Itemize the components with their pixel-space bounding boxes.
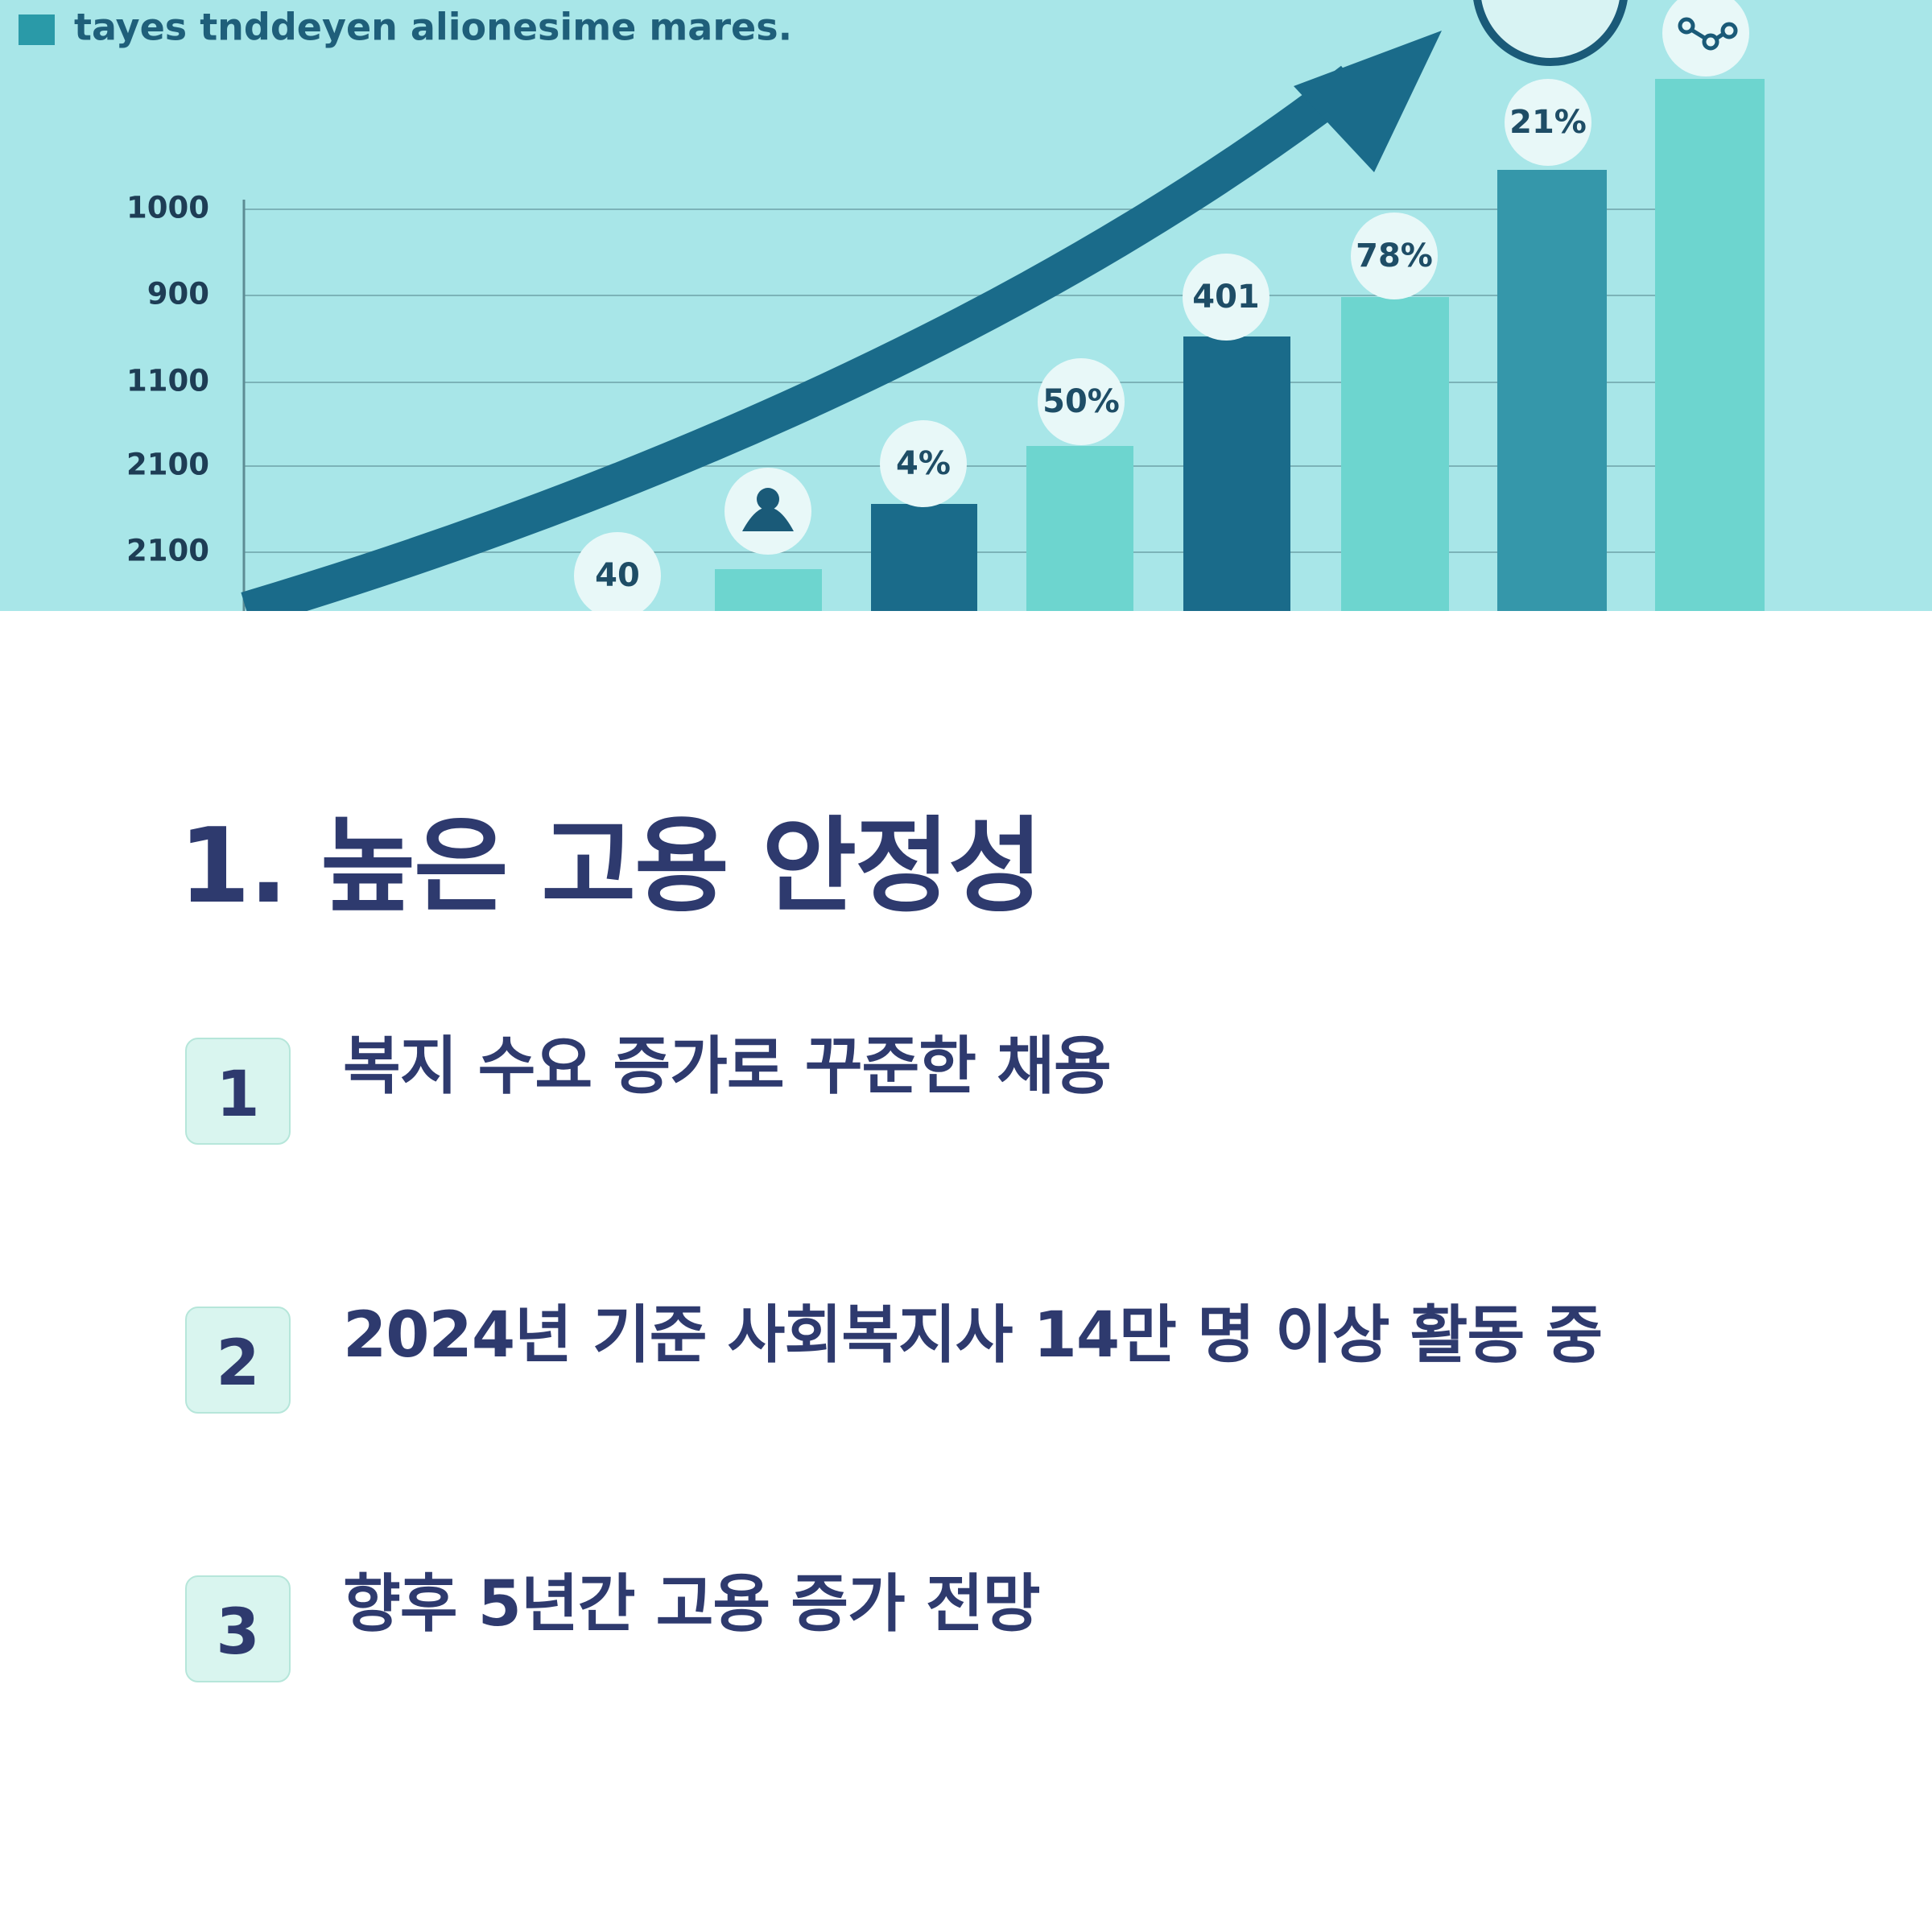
list-item: 3 향후 5년간 고용 증가 전망 [185, 1568, 1795, 1684]
list-item: 1 복지 수요 증가로 꾸준한 채용 [185, 1030, 1795, 1146]
bar-label: 4% [896, 445, 951, 482]
bar-label: 40 [595, 557, 640, 594]
bar [1183, 336, 1290, 611]
y-labels: 1000 900 1100 2100 2100 [126, 191, 209, 568]
list-item: 2 2024년 기준 사회복지사 14만 명 이상 활동 중 [185, 1299, 1795, 1415]
label-circle [1038, 358, 1125, 445]
bar-label: 401 [1192, 279, 1260, 316]
bar [1026, 446, 1133, 611]
y-label: 900 [147, 277, 209, 312]
label-circle [574, 532, 661, 611]
label-circle [880, 420, 967, 507]
bar [871, 504, 977, 611]
y-label: 2100 [126, 448, 209, 482]
bar-label: 78% [1356, 237, 1433, 275]
y-label: 1100 [126, 364, 209, 398]
bar-label: 50% [1042, 383, 1120, 420]
label-circle [1351, 213, 1438, 299]
person-icon [742, 507, 794, 531]
bars [715, 79, 1765, 611]
item-text: 향후 5년간 고용 증가 전망 [343, 1568, 1040, 1641]
label-circle [1505, 79, 1591, 166]
bar-labels: 40 4% 50% 401 78% 21% [574, 79, 1591, 611]
number-badge: 3 [185, 1575, 291, 1682]
item-text: 2024년 기준 사회복지사 14만 명 이상 활동 중 [343, 1299, 1603, 1372]
bar-label: 21% [1509, 104, 1587, 141]
bar [1497, 170, 1607, 611]
trend-arrow [241, 65, 1364, 611]
number-badge: 2 [185, 1307, 291, 1414]
person-icon [757, 488, 779, 510]
bar [1655, 79, 1765, 611]
label-circle [1183, 254, 1269, 341]
network-icon [1678, 17, 1738, 51]
bar [715, 569, 822, 611]
item-text: 복지 수요 증가로 꾸준한 채용 [343, 1030, 1112, 1103]
y-label: 2100 [126, 534, 209, 568]
bar [1341, 297, 1449, 611]
legend-swatch [19, 14, 55, 45]
legend-text: tayes tnddeyen alionesime mares. [74, 6, 792, 49]
arrow-head [1294, 31, 1442, 172]
heading: 1. 높은 고용 안정성 [179, 807, 1043, 927]
top-circle [1473, 0, 1628, 66]
illustration: tayes tnddeyen alionesime mares. 1000 900… [0, 0, 1932, 611]
y-label: 1000 [126, 191, 209, 225]
number-badge: 1 [185, 1038, 291, 1145]
